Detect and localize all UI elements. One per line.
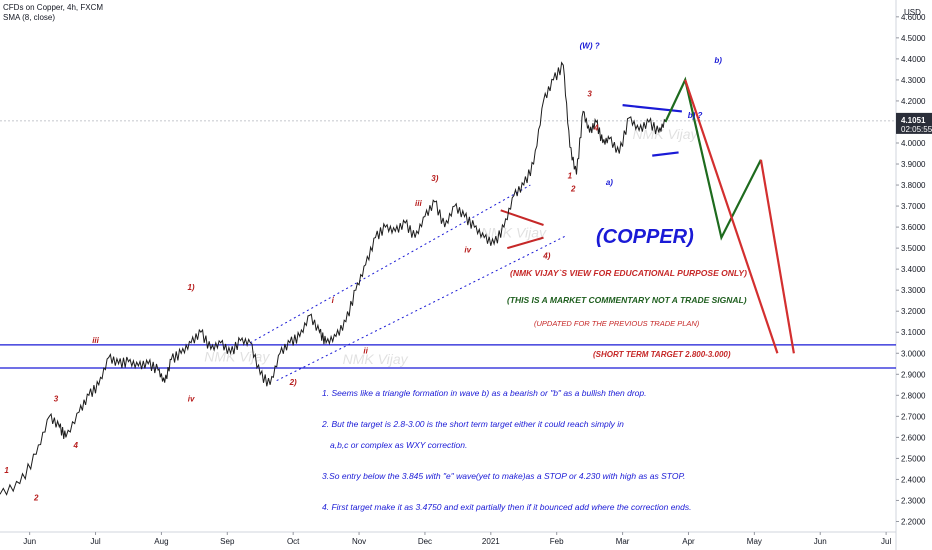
- x-tick-label: May: [747, 537, 762, 546]
- y-tick-label: 3.6000: [901, 223, 926, 232]
- updated-note: (UPDATED FOR THE PREVIOUS TRADE PLAN): [534, 319, 700, 328]
- y-tick-label: 4.5000: [901, 34, 926, 43]
- target-note: (SHORT TERM TARGET 2.800-3.000): [593, 350, 731, 359]
- x-tick-label: Jul: [90, 537, 100, 546]
- projection-red-line-1: [759, 159, 795, 354]
- watermark-text: NMK Vijay: [632, 126, 698, 142]
- last-price-badge: [896, 112, 932, 134]
- currency-label: USD: [904, 8, 921, 17]
- wave-iv: iv: [464, 245, 471, 254]
- wave-iv-small: iv: [188, 395, 195, 404]
- wave-1-paren: 1): [187, 283, 194, 292]
- wave-2: 2: [33, 493, 39, 502]
- chart-lines: [0, 76, 896, 382]
- watermark-text: NMK Vijay: [204, 349, 270, 365]
- wave-2-paren: 2): [289, 378, 297, 387]
- note-3: 3.So entry below the 3.845 with "e" wave…: [322, 471, 685, 481]
- disclaimer-view: (NMK VIJAY`S VIEW FOR EDUCATIONAL PURPOS…: [510, 268, 747, 278]
- note-2b: a,b,c or complex as WXY correction.: [330, 440, 467, 450]
- y-tick-label: 2.2000: [901, 517, 926, 526]
- wave-w: (W) ?: [580, 41, 600, 50]
- y-tick-label: 2.9000: [901, 370, 926, 379]
- wave-4-paren: 4): [542, 252, 550, 261]
- wave-2-late: 2: [570, 184, 576, 193]
- note-2a: 2. But the target is 2.8-3.00 is the sho…: [321, 419, 624, 429]
- wave-iii: iii: [415, 199, 422, 208]
- y-tick-label: 4.4000: [901, 55, 926, 64]
- indicator-label: SMA (8, close): [3, 13, 56, 22]
- x-tick-label: Jun: [814, 537, 827, 546]
- last-price-label: 4.1051: [901, 116, 926, 125]
- y-tick-label: 3.5000: [901, 244, 926, 253]
- y-tick-label: 2.3000: [901, 496, 926, 505]
- y-tick-label: 4.2000: [901, 97, 926, 106]
- x-tick-label: Sep: [220, 537, 235, 546]
- channel-line-upper: [250, 184, 531, 344]
- wave-iii-small: iii: [92, 336, 99, 345]
- watermark-text: NMK Vijay: [343, 351, 409, 367]
- x-tick-label: Aug: [154, 537, 168, 546]
- wave-3-paren: 3): [431, 174, 438, 183]
- wave-b-question: b) ?: [688, 111, 703, 120]
- wave-3-late: 3: [587, 90, 592, 99]
- y-tick-label: 3.9000: [901, 160, 926, 169]
- projection-green-path: [664, 76, 762, 241]
- note-4: 4. First target make it as 3.4750 and ex…: [322, 502, 691, 512]
- wave-3: 3: [54, 395, 59, 404]
- x-tick-label: Feb: [550, 537, 564, 546]
- y-tick-label: 3.7000: [901, 202, 926, 211]
- countdown-label: 02:05:55: [901, 125, 932, 134]
- x-tick-label: Apr: [682, 537, 695, 546]
- copper-title: (COPPER): [596, 226, 694, 248]
- wave-4-late: 4: [593, 123, 599, 132]
- triangle-lower-line: [652, 151, 679, 157]
- x-tick-label: Jun: [23, 537, 36, 546]
- x-tick-label: Jul: [881, 537, 891, 546]
- wave4-lower-line: [507, 236, 544, 250]
- y-tick-label: 2.4000: [901, 475, 926, 484]
- wave-i: i: [332, 296, 335, 305]
- y-tick-label: 3.8000: [901, 181, 926, 190]
- wave-1-late: 1: [568, 172, 573, 181]
- y-tick-label: 3.2000: [901, 307, 926, 316]
- price-series-line: [0, 61, 666, 496]
- wave-b: b): [714, 56, 722, 65]
- y-tick-label: 4.0000: [901, 139, 926, 148]
- wave-a: a): [606, 178, 613, 187]
- y-tick-label: 2.5000: [901, 454, 926, 463]
- price-series-group: [0, 61, 666, 496]
- y-tick-label: 2.6000: [901, 433, 926, 442]
- x-tick-label: Mar: [616, 537, 630, 546]
- y-tick-label: 2.7000: [901, 412, 926, 421]
- y-tick-label: 3.3000: [901, 286, 926, 295]
- watermark-text: NMK Vijay: [481, 225, 547, 241]
- y-tick-label: 3.0000: [901, 349, 926, 358]
- y-tick-label: 3.4000: [901, 265, 926, 274]
- y-tick-label: 3.1000: [901, 328, 926, 337]
- x-tick-label: Nov: [352, 537, 366, 546]
- wave-4: 4: [73, 441, 79, 450]
- x-tick-label: 2021: [482, 537, 500, 546]
- wave-1: 1: [4, 466, 9, 475]
- y-tick-label: 4.6000: [901, 13, 926, 22]
- y-tick-label: 4.3000: [901, 76, 926, 85]
- chart-title: CFDs on Copper, 4h, FXCM: [3, 3, 104, 12]
- x-tick-label: Dec: [418, 537, 432, 546]
- y-tick-label: 2.8000: [901, 391, 926, 400]
- note-1: 1. Seems like a triangle formation in wa…: [322, 388, 646, 398]
- wave-ii: ii: [363, 346, 368, 355]
- x-tick-label: Oct: [287, 537, 300, 546]
- projection-red-line-0: [684, 79, 779, 354]
- channel-line-lower: [276, 235, 567, 382]
- disclaimer-commentary: (THIS IS A MARKET COMMENTARY NOT A TRADE…: [507, 295, 747, 305]
